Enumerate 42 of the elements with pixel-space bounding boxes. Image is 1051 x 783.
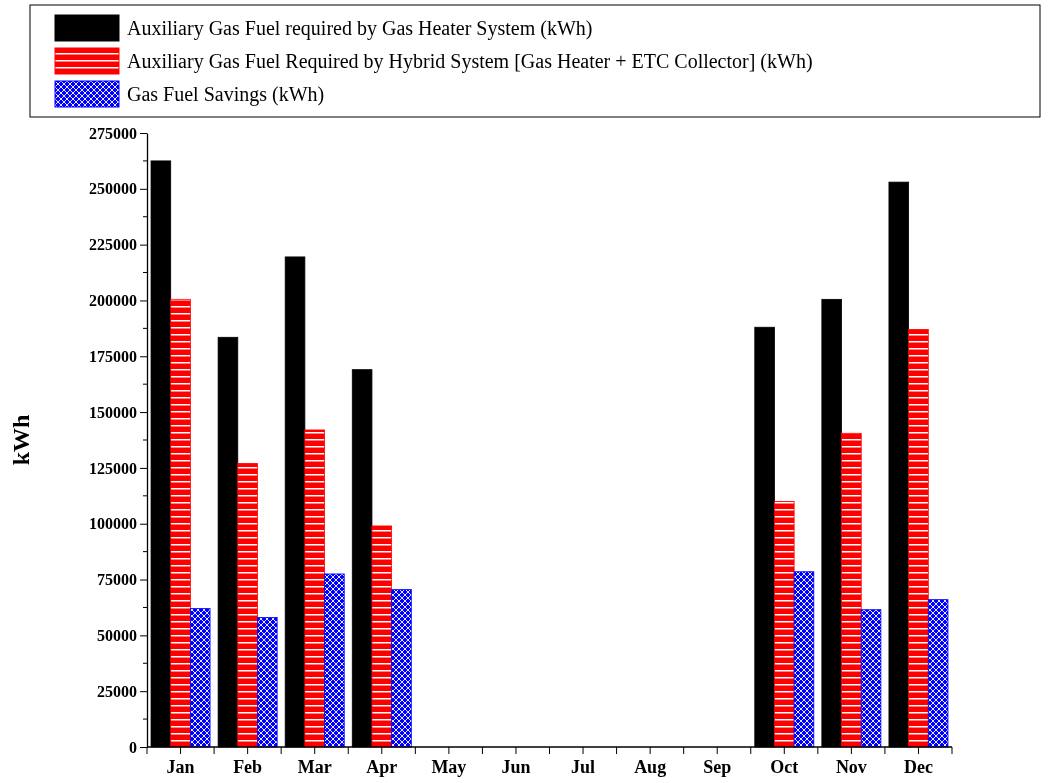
y-tick-label: 125000 xyxy=(89,459,137,477)
y-tick-label: 25000 xyxy=(97,682,137,700)
y-tick-label: 275000 xyxy=(89,124,137,142)
y-tick-label: 225000 xyxy=(89,236,137,254)
x-tick-label: Apr xyxy=(366,757,398,778)
bar xyxy=(237,463,258,748)
y-tick-label: 250000 xyxy=(89,180,137,198)
x-tick-label: Oct xyxy=(770,757,799,778)
bar xyxy=(304,429,325,748)
x-tick-label: Sep xyxy=(703,757,732,778)
legend-label: Auxiliary Gas Fuel Required by Hybrid System [Gas Heater + ETC Collector] (kWh) xyxy=(127,50,813,73)
bar xyxy=(324,573,345,748)
bar xyxy=(927,599,949,748)
y-tick-label: 0 xyxy=(129,738,137,756)
bar xyxy=(860,609,882,748)
bar xyxy=(371,525,393,748)
bar xyxy=(391,589,412,748)
bar xyxy=(908,329,929,748)
bar xyxy=(257,617,278,748)
bar xyxy=(793,571,815,748)
y-tick-label: 175000 xyxy=(89,347,137,365)
x-tick-label: Dec xyxy=(903,757,933,778)
x-tick-label: Aug xyxy=(634,757,667,778)
bar xyxy=(774,501,795,748)
x-tick-label: Jun xyxy=(501,757,531,778)
bar xyxy=(189,608,211,748)
x-tick-label: Mar xyxy=(297,757,332,778)
y-tick-label: 50000 xyxy=(97,626,137,644)
x-tick-label: May xyxy=(431,757,467,778)
x-tick-label: Feb xyxy=(233,757,263,778)
y-tick-label: 200000 xyxy=(89,292,137,310)
y-tick-label: 75000 xyxy=(97,571,137,589)
x-tick-label: Jan xyxy=(166,757,195,778)
y-axis-title: kWh xyxy=(8,414,34,466)
x-tick-label: Nov xyxy=(835,757,867,778)
legend-label: Gas Fuel Savings (kWh) xyxy=(127,83,325,106)
bar xyxy=(170,298,191,748)
bar xyxy=(841,432,862,748)
x-tick-label: Jul xyxy=(571,757,596,778)
y-tick-label: 100000 xyxy=(89,515,137,533)
y-tick-label: 150000 xyxy=(89,403,137,421)
legend-label: Auxiliary Gas Fuel required by Gas Heater System (kWh) xyxy=(127,17,593,40)
